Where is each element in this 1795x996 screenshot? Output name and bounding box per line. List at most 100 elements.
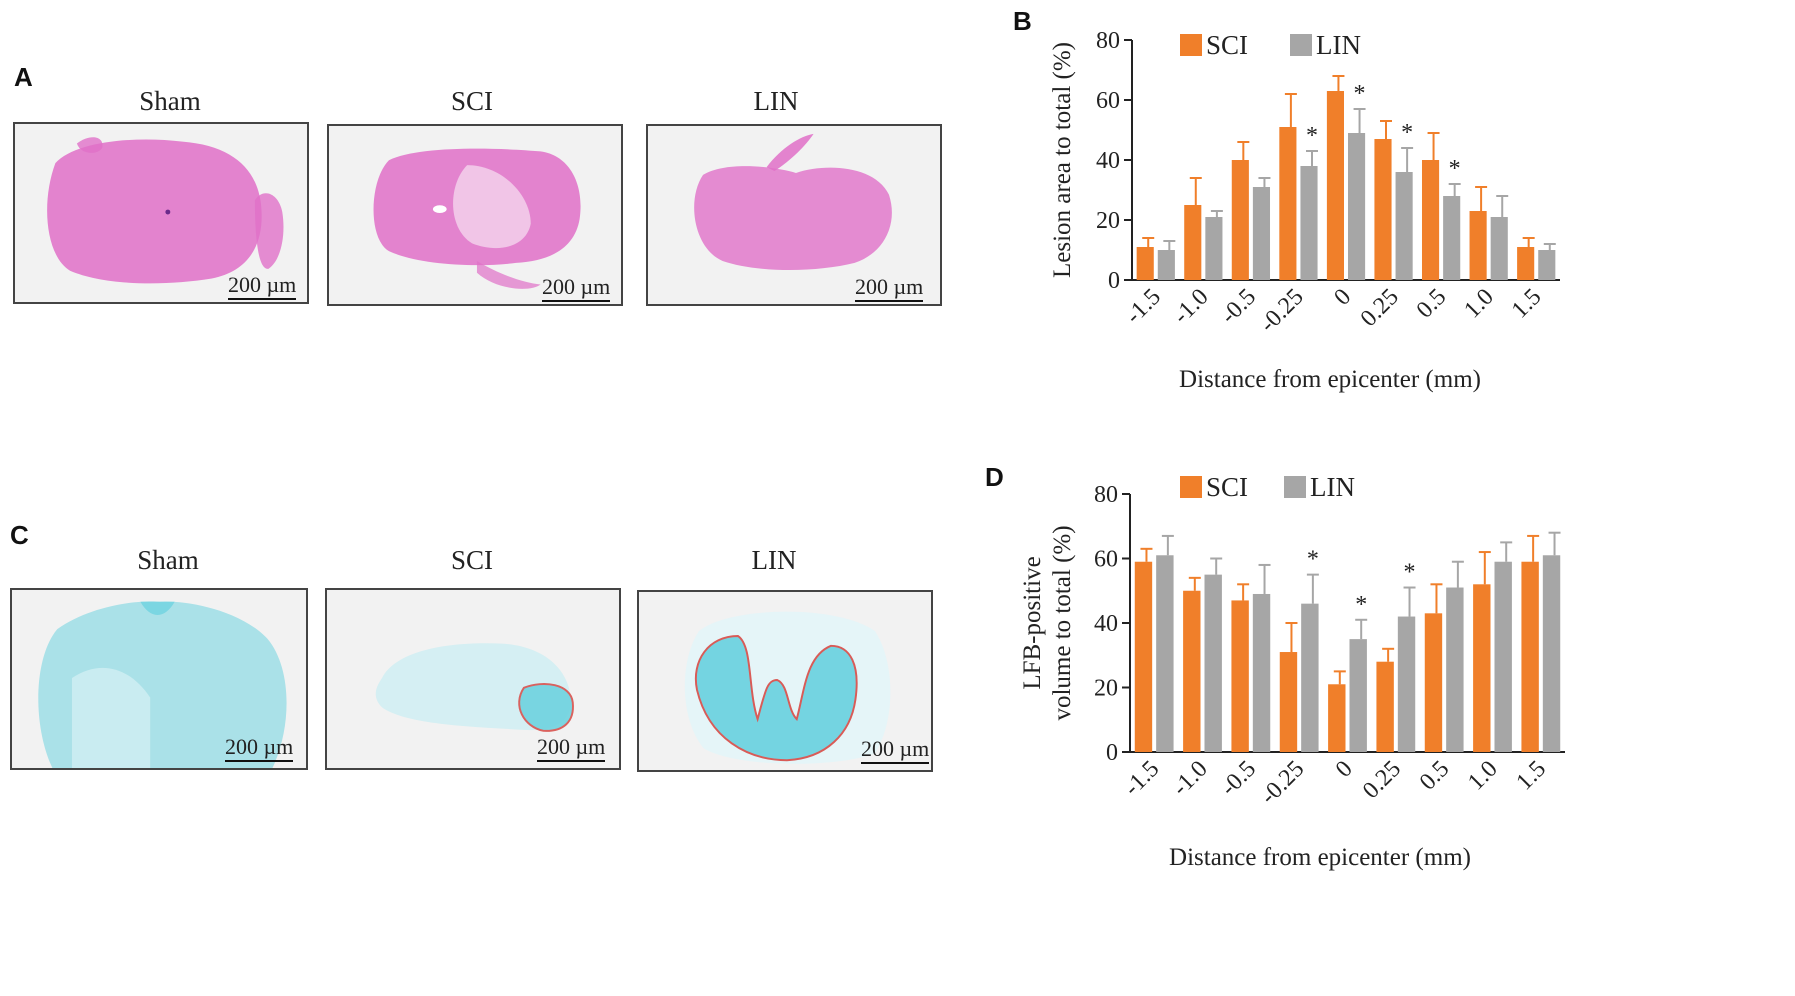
- bar-sci: [1326, 91, 1344, 280]
- x-tick-label: -0.5: [1216, 284, 1261, 329]
- scale-bar-label: 200 µm: [228, 272, 297, 297]
- x-tick-label: 0.25: [1356, 284, 1404, 332]
- x-tick-label: -0.25: [1255, 284, 1309, 338]
- panel-letter-a: A: [14, 62, 33, 92]
- x-tick-label: 0: [1331, 756, 1358, 783]
- micrograph-title-a-lin: LIN: [753, 86, 799, 116]
- bar-sci: [1328, 684, 1346, 752]
- micrograph-title-c-sham: Sham: [137, 545, 199, 575]
- lfb-tissue-sci: [375, 643, 574, 732]
- y-tick-label: 20: [1096, 208, 1120, 234]
- bar-lin: [1205, 217, 1223, 280]
- bar-sci: [1184, 205, 1202, 280]
- bar-lin: [1494, 561, 1512, 752]
- bar-lin: [1490, 217, 1508, 280]
- micrograph-title-c-sci: SCI: [450, 545, 494, 575]
- lfb-micrograph-lin: 200 µm: [637, 590, 933, 772]
- x-tick-label: -1.0: [1168, 284, 1213, 329]
- bar-sci: [1231, 600, 1249, 752]
- y-tick-label: 20: [1094, 676, 1118, 702]
- legend-label-lin: LIN: [1310, 472, 1355, 502]
- y-tick-label: 0: [1108, 268, 1120, 294]
- x-tick-label: -0.5: [1216, 756, 1261, 801]
- y-axis-title: LFB-positive: [1019, 556, 1046, 689]
- significance-marker: *: [1354, 81, 1366, 107]
- he-micrograph-sham: 200 µm: [13, 122, 309, 304]
- bar-lin: [1349, 639, 1367, 752]
- y-tick-label: 80: [1094, 482, 1118, 508]
- lfb-micrograph-sham: 200 µm: [10, 588, 308, 770]
- bar-lin: [1395, 172, 1413, 280]
- bar-sci: [1374, 139, 1392, 280]
- x-tick-label: 1.5: [1511, 756, 1551, 796]
- bar-lin: [1252, 187, 1271, 280]
- y-tick-label: 60: [1096, 88, 1120, 114]
- significance-marker: *: [1355, 592, 1367, 618]
- scale-bar-c-lin: 200 µm: [861, 738, 930, 764]
- legend-swatch-lin: [1290, 34, 1312, 56]
- scale-bar-label: 200 µm: [542, 274, 611, 299]
- bar-sci: [1517, 247, 1535, 280]
- scale-bar-label: 200 µm: [537, 734, 606, 759]
- scale-bar-c-sham: 200 µm: [225, 736, 294, 762]
- micrograph-title-c-lin: LIN: [751, 545, 797, 575]
- y-tick-label: 40: [1094, 611, 1118, 637]
- x-tick-label: 0: [1329, 284, 1356, 311]
- bar-sci: [1136, 247, 1154, 280]
- bar-sci: [1231, 160, 1249, 280]
- panel-letter-c: C: [10, 520, 29, 550]
- legend-label-sci: SCI: [1206, 472, 1248, 502]
- panel-letter-b: B: [1013, 6, 1032, 36]
- bar-sci: [1279, 127, 1297, 280]
- micrograph-title-a-sci: SCI: [450, 86, 494, 116]
- x-axis-title: Distance from epicenter (mm): [1169, 844, 1471, 871]
- x-tick-label: 1.5: [1507, 284, 1547, 324]
- scale-bar-a-sham: 200 µm: [228, 272, 297, 300]
- y-axis-title: volume to total (%): [1049, 525, 1076, 720]
- lfb-micrograph-sci: 200 µm: [325, 588, 621, 770]
- bar-lin: [1542, 555, 1561, 752]
- x-tick-label: -0.25: [1256, 756, 1310, 810]
- bar-lin: [1443, 196, 1461, 280]
- y-tick-label: 60: [1094, 547, 1118, 573]
- x-tick-label: 0.5: [1415, 756, 1455, 796]
- x-tick-label: -1.5: [1121, 284, 1166, 329]
- bar-lin: [1301, 603, 1319, 752]
- bar-sci: [1421, 160, 1440, 280]
- x-tick-label: 1.0: [1463, 756, 1503, 796]
- x-tick-label: -1.5: [1119, 756, 1164, 801]
- bar-lin: [1446, 587, 1464, 752]
- legend-label-lin: LIN: [1316, 30, 1361, 60]
- significance-marker: *: [1449, 156, 1461, 182]
- micrograph-title-a-sham: Sham: [139, 86, 201, 116]
- bar-lin: [1156, 555, 1174, 752]
- scale-bar-a-lin: 200 µm: [855, 274, 924, 302]
- legend-swatch-sci: [1180, 34, 1202, 56]
- bar-lin: [1252, 593, 1271, 752]
- he-tissue-sham: [47, 137, 284, 284]
- x-axis-title: Distance from epicenter (mm): [1179, 366, 1481, 393]
- he-tissue-sci: [373, 148, 581, 289]
- bar-sci: [1183, 590, 1201, 752]
- bar-lin: [1397, 616, 1416, 752]
- x-tick-label: 0.5: [1412, 284, 1452, 324]
- significance-marker: *: [1306, 123, 1318, 149]
- bar-lin: [1538, 250, 1556, 280]
- scale-bar-label: 200 µm: [855, 274, 924, 299]
- lfb-tissue-lin: [684, 611, 891, 764]
- bar-lin: [1300, 166, 1318, 280]
- panel-letter-d: D: [985, 462, 1004, 492]
- bar-sci: [1469, 211, 1487, 280]
- x-tick-label: -1.0: [1167, 756, 1212, 801]
- legend-swatch-lin: [1284, 476, 1306, 498]
- legend-swatch-sci: [1180, 476, 1202, 498]
- bar-sci: [1521, 561, 1539, 752]
- significance-marker: *: [1307, 547, 1319, 573]
- legend-label-sci: SCI: [1206, 30, 1248, 60]
- lfb-tissue-sham: [38, 601, 287, 768]
- y-tick-label: 0: [1106, 740, 1118, 766]
- significance-marker: *: [1404, 560, 1416, 586]
- bar-sci: [1279, 652, 1298, 752]
- bar-sci: [1376, 661, 1394, 752]
